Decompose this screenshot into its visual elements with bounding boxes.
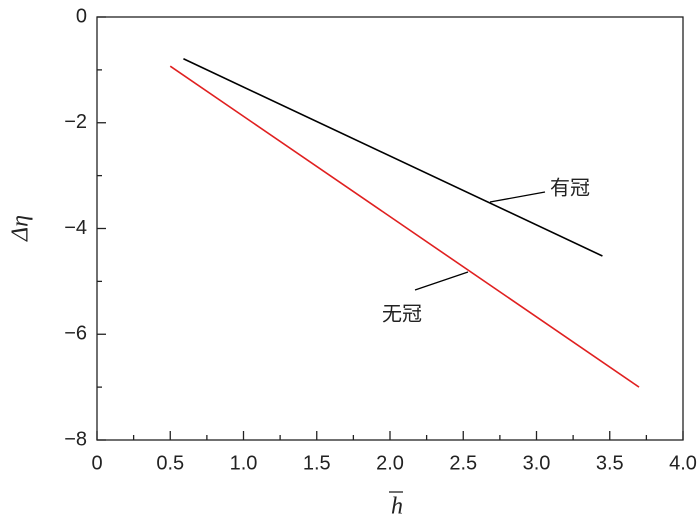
x-tick-label: 2.0 bbox=[376, 452, 404, 474]
y-tick-label: −2 bbox=[64, 111, 87, 133]
y-axis-label: Δη bbox=[8, 215, 34, 242]
x-tick-label: 1.5 bbox=[303, 452, 331, 474]
y-tick-label: −4 bbox=[64, 217, 87, 239]
x-tick-label: 1.0 bbox=[230, 452, 258, 474]
series-label: 有冠 bbox=[550, 176, 590, 199]
x-tick-label: 0 bbox=[91, 452, 102, 474]
y-tick-label: 0 bbox=[76, 5, 87, 27]
series-label: 无冠 bbox=[382, 303, 422, 325]
x-tick-label: 2.5 bbox=[449, 452, 477, 474]
y-tick-label: −8 bbox=[64, 428, 87, 450]
x-tick-label: 4.0 bbox=[669, 452, 697, 474]
x-tick-label: 0.5 bbox=[156, 452, 184, 474]
leader-line bbox=[489, 191, 546, 203]
x-tick-label: 3.0 bbox=[523, 452, 551, 474]
x-axis-label: h bbox=[391, 494, 403, 520]
leader-line bbox=[414, 271, 469, 291]
x-tick-label: 3.5 bbox=[596, 452, 624, 474]
y-tick-label: −6 bbox=[64, 323, 87, 345]
plot-frame bbox=[96, 16, 684, 441]
series-line bbox=[183, 58, 603, 257]
series-line bbox=[169, 65, 640, 388]
